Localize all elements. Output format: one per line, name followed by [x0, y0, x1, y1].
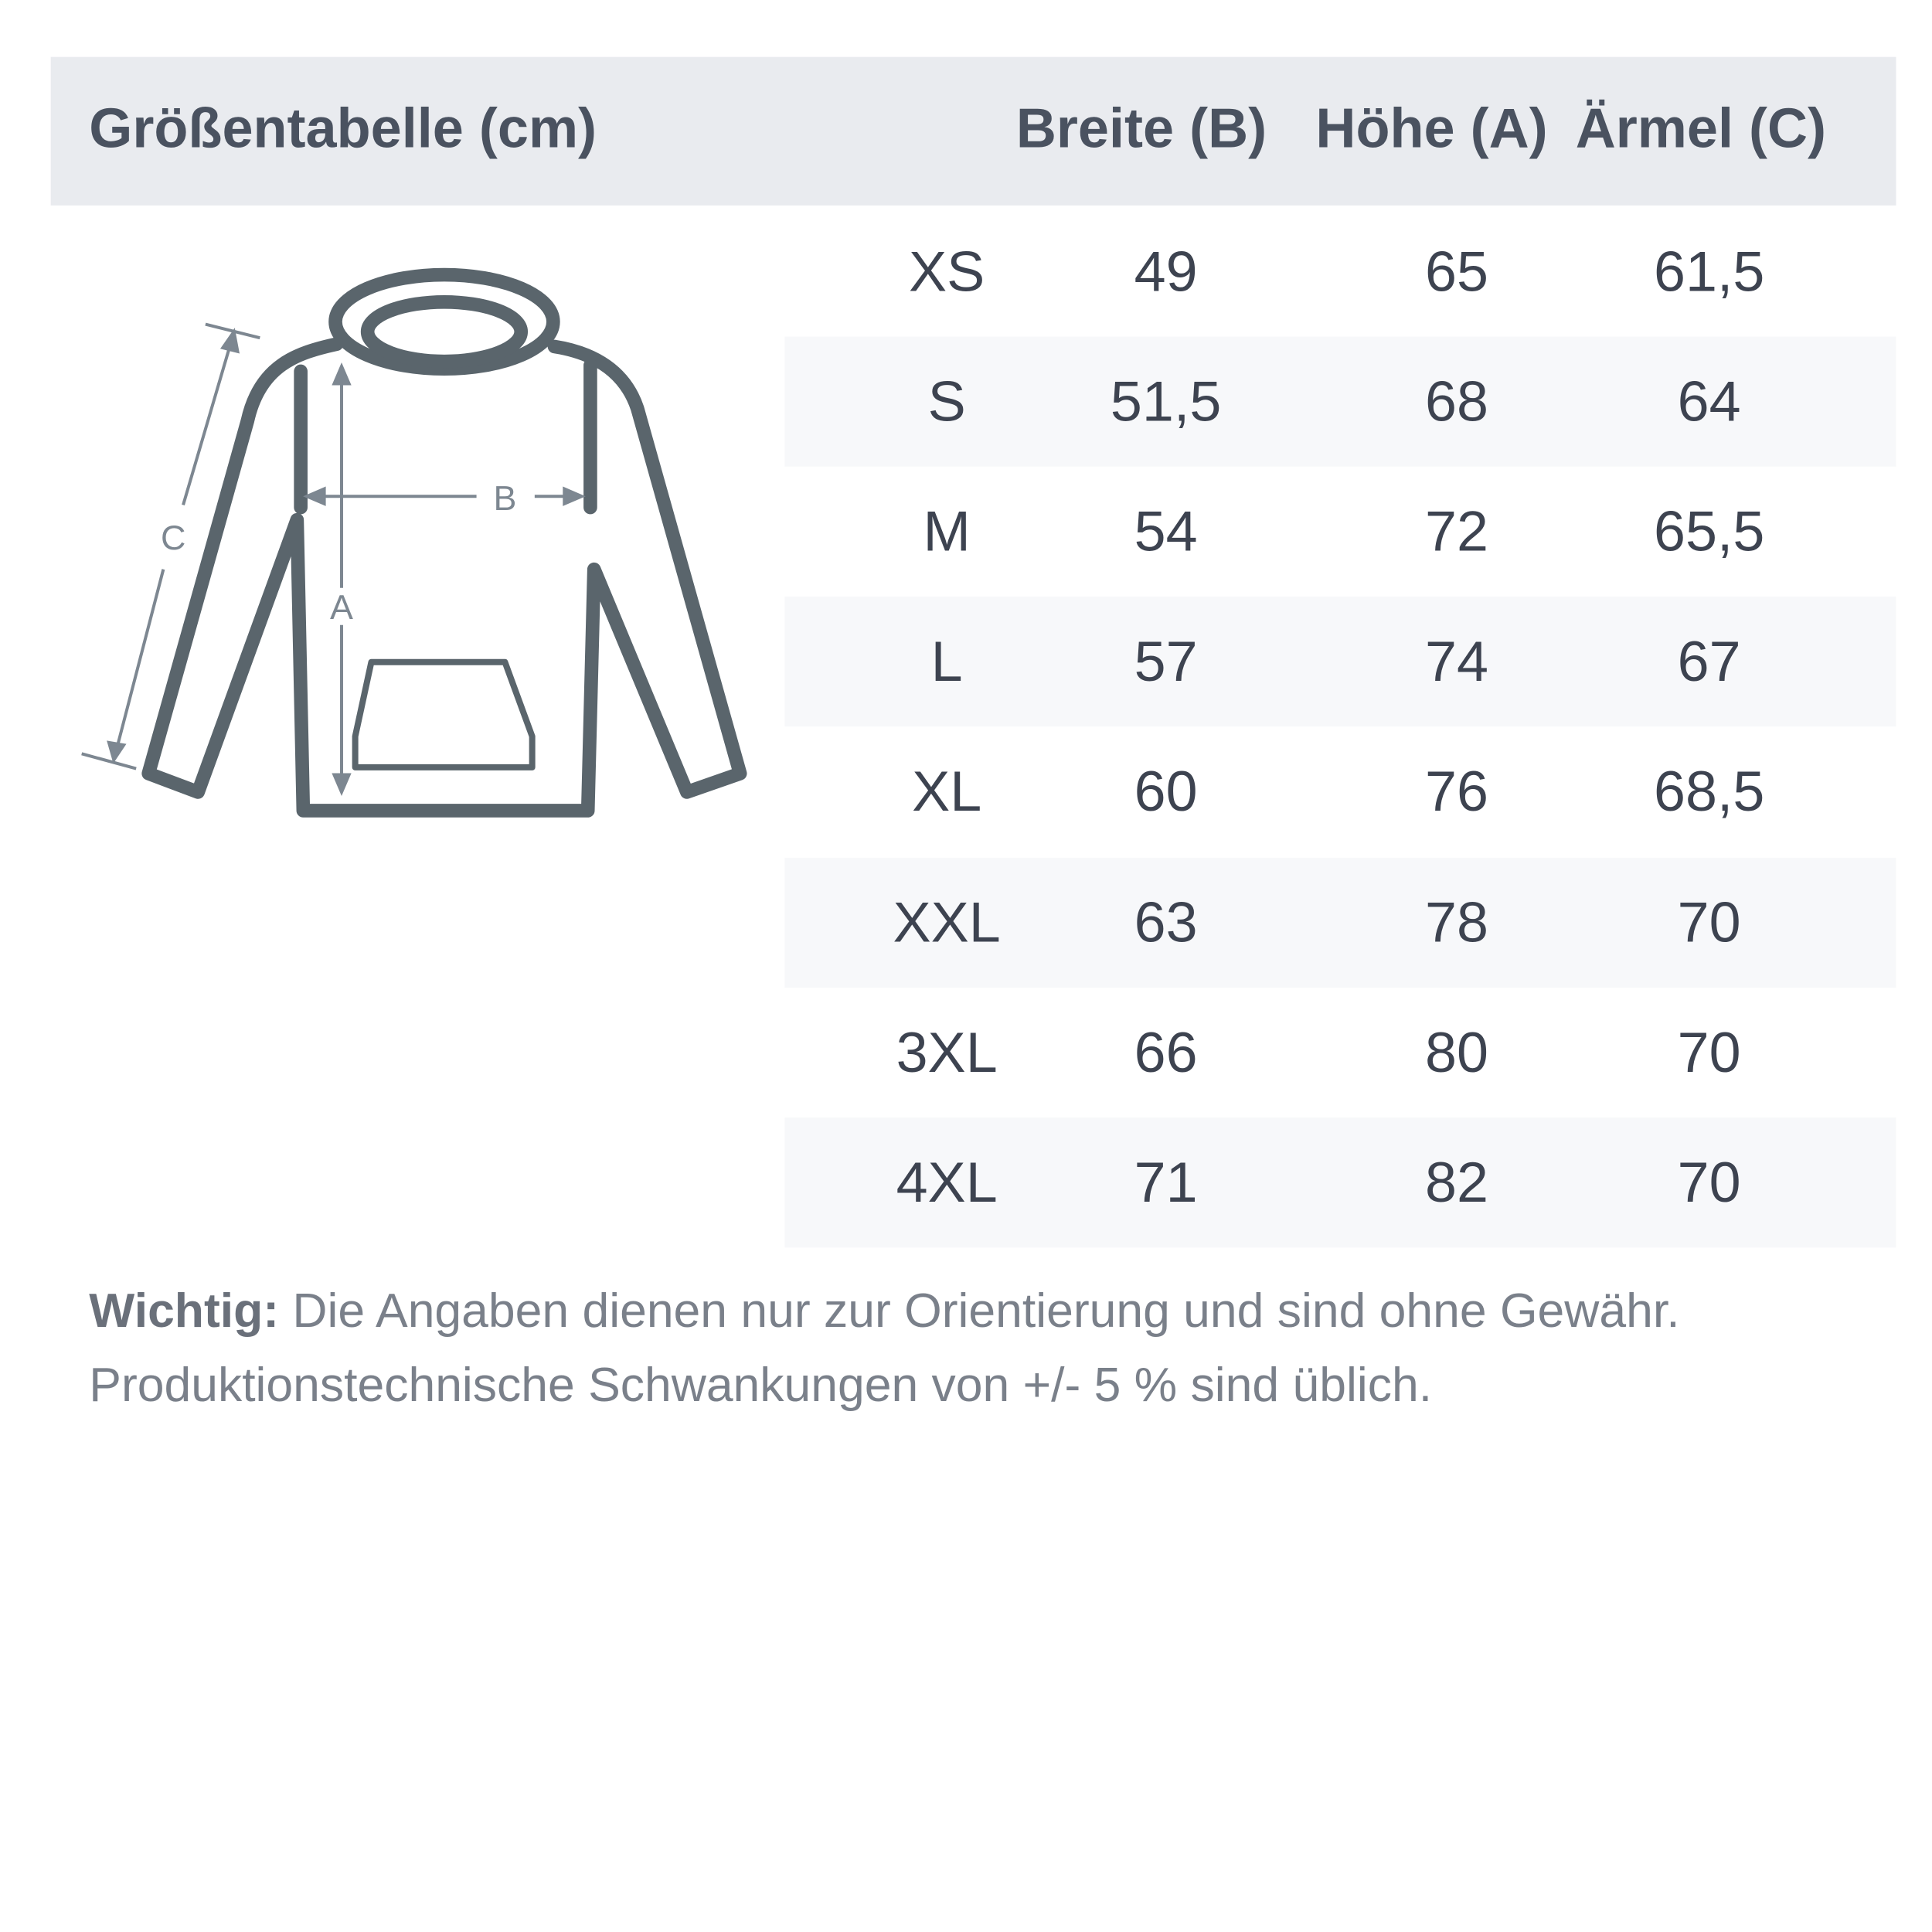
size-label: XL: [912, 759, 982, 824]
hoodie-measurement-icon: A B C: [81, 267, 747, 818]
label-c: C: [161, 518, 185, 557]
cell-hoehe: 82: [1424, 1149, 1488, 1214]
note-text: Die Angaben dienen nur zur Orientierung …: [279, 1284, 1680, 1338]
cell-aermel: 68,5: [1653, 759, 1765, 824]
note-line-2: Produktionstechnische Schwankungen von +…: [89, 1359, 1433, 1413]
size-label: M: [923, 498, 971, 563]
note-line-1: Wichtig: Die Angaben dienen nur zur Orie…: [89, 1284, 1679, 1338]
cell-hoehe: 76: [1424, 759, 1488, 824]
table-row: L 57 74 67: [784, 597, 1896, 727]
column-header-hoehe: Höhe (A): [1315, 96, 1548, 160]
cell-breite: 60: [1134, 759, 1198, 824]
table-row: XS 49 65 61,5: [784, 206, 1896, 336]
cell-hoehe: 68: [1424, 369, 1488, 434]
cell-hoehe: 78: [1424, 889, 1488, 954]
table-row: XL 60 76 68,5: [784, 727, 1896, 857]
cell-breite: 71: [1134, 1149, 1198, 1214]
cell-breite: 66: [1134, 1019, 1198, 1084]
table-row: XXL 63 78 70: [784, 857, 1896, 988]
cell-aermel: 61,5: [1653, 239, 1765, 304]
note-bold: Wichtig:: [89, 1284, 280, 1338]
cell-hoehe: 72: [1424, 498, 1488, 563]
table-row: 4XL 71 82 70: [784, 1117, 1896, 1247]
cell-aermel: 64: [1677, 369, 1741, 434]
label-a: A: [330, 587, 353, 627]
cell-aermel: 70: [1677, 889, 1741, 954]
label-b: B: [493, 478, 516, 518]
table-row: 3XL 66 80 70: [784, 987, 1896, 1117]
cell-hoehe: 74: [1424, 629, 1488, 694]
table-row: S 51,5 68 64: [784, 336, 1896, 467]
column-header-aermel: Ärmel (C): [1575, 96, 1827, 160]
cell-hoehe: 65: [1424, 239, 1488, 304]
cell-aermel: 70: [1677, 1149, 1741, 1214]
column-header-breite: Breite (B): [1015, 96, 1267, 160]
size-label: 3XL: [896, 1019, 998, 1084]
cell-breite: 49: [1134, 239, 1198, 304]
cell-hoehe: 80: [1424, 1019, 1488, 1084]
cell-breite: 51,5: [1110, 369, 1222, 434]
cell-aermel: 70: [1677, 1019, 1741, 1084]
cell-breite: 63: [1134, 889, 1198, 954]
size-label: S: [927, 369, 966, 434]
cell-breite: 54: [1134, 498, 1198, 563]
table-row: M 54 72 65,5: [784, 467, 1896, 597]
cell-aermel: 67: [1677, 629, 1741, 694]
size-label: 4XL: [896, 1149, 998, 1214]
size-label: XXL: [893, 889, 1001, 954]
cell-breite: 57: [1134, 629, 1198, 694]
size-label: XS: [909, 239, 985, 304]
header-band: [50, 56, 1896, 206]
cell-aermel: 65,5: [1653, 498, 1765, 563]
chart-title: Größentabelle (cm): [89, 96, 597, 160]
size-label: L: [930, 629, 963, 694]
